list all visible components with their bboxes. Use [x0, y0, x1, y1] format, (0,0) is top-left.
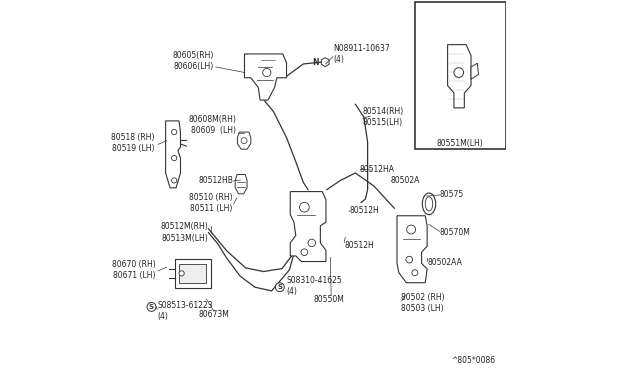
Circle shape: [172, 129, 177, 135]
Text: 80670 (RH)
80671 (LH): 80670 (RH) 80671 (LH): [112, 260, 156, 280]
Text: 80510 (RH)
80511 (LH): 80510 (RH) 80511 (LH): [189, 193, 232, 213]
Text: S08513-61223
(4): S08513-61223 (4): [157, 301, 212, 321]
Circle shape: [300, 202, 309, 212]
Text: 80512HB: 80512HB: [198, 176, 234, 185]
Circle shape: [172, 178, 177, 183]
Text: 80512M(RH)
80513M(LH): 80512M(RH) 80513M(LH): [161, 222, 209, 243]
Text: 80673M: 80673M: [198, 310, 229, 319]
Text: 80514(RH)
80515(LH): 80514(RH) 80515(LH): [363, 107, 404, 127]
Bar: [179, 264, 206, 283]
Polygon shape: [166, 121, 180, 188]
Text: 80502 (RH)
80503 (LH): 80502 (RH) 80503 (LH): [401, 293, 445, 313]
Text: 80551M(LH): 80551M(LH): [436, 139, 483, 148]
Circle shape: [301, 249, 308, 256]
Polygon shape: [397, 216, 427, 283]
Text: S: S: [277, 284, 282, 290]
Ellipse shape: [425, 197, 433, 211]
Polygon shape: [237, 132, 251, 149]
Text: N08911-10637
(4): N08911-10637 (4): [333, 44, 390, 64]
Text: 80512H: 80512H: [344, 241, 374, 250]
Text: ^805*0086: ^805*0086: [451, 356, 495, 365]
Text: 80550M: 80550M: [314, 295, 345, 304]
Circle shape: [241, 138, 247, 144]
Circle shape: [412, 270, 418, 276]
Polygon shape: [447, 45, 471, 108]
Polygon shape: [235, 174, 247, 194]
Polygon shape: [471, 63, 479, 79]
Bar: [415, 2, 506, 149]
Polygon shape: [244, 54, 287, 100]
Text: 80575: 80575: [440, 190, 464, 199]
Circle shape: [179, 271, 184, 276]
Text: S08310-41625
(4): S08310-41625 (4): [287, 276, 342, 296]
Circle shape: [454, 68, 463, 77]
Text: 80518 (RH)
80519 (LH): 80518 (RH) 80519 (LH): [111, 133, 154, 153]
Text: N: N: [312, 58, 319, 67]
Circle shape: [262, 68, 271, 77]
Text: 80502AA: 80502AA: [427, 258, 462, 267]
Polygon shape: [291, 192, 326, 262]
Circle shape: [406, 225, 415, 234]
Circle shape: [406, 256, 413, 263]
Text: 80512HA: 80512HA: [359, 165, 394, 174]
Text: 80512H: 80512H: [349, 206, 379, 215]
Text: S: S: [149, 304, 154, 310]
Text: 80608M(RH)
80609  (LH): 80608M(RH) 80609 (LH): [188, 115, 236, 135]
Bar: [175, 259, 211, 288]
Circle shape: [147, 302, 156, 311]
Circle shape: [275, 283, 284, 292]
Text: 80570M: 80570M: [440, 228, 470, 237]
Circle shape: [308, 239, 316, 247]
Text: 80605(RH)
80606(LH): 80605(RH) 80606(LH): [173, 51, 214, 71]
Ellipse shape: [422, 193, 436, 215]
Circle shape: [172, 155, 177, 161]
Text: 80502A: 80502A: [390, 176, 420, 185]
